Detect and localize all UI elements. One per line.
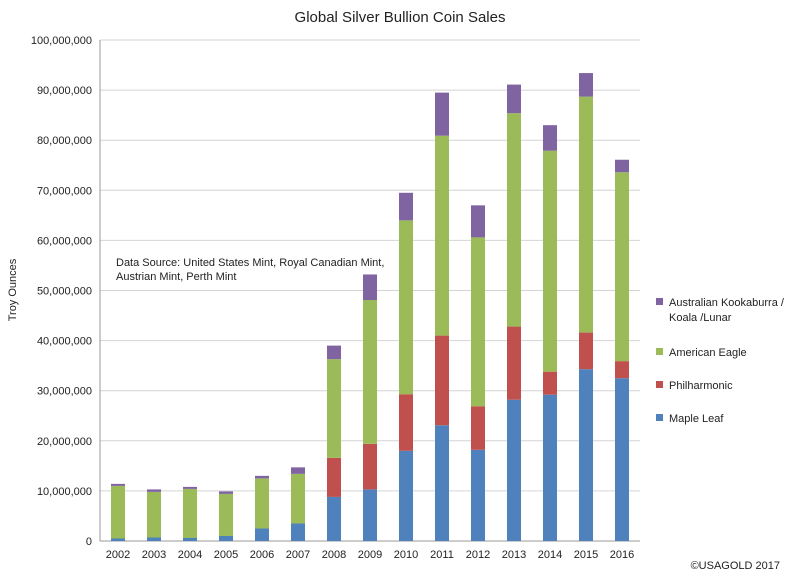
x-tick-label: 2003 [142, 549, 166, 561]
bar-australian-2016 [615, 159, 629, 173]
bar-australian-2009 [363, 274, 377, 301]
bar-australian-2007 [291, 467, 305, 474]
bar-american-2016 [615, 172, 629, 362]
bar-maple-2006 [255, 528, 269, 541]
bar-american-2002 [111, 485, 125, 539]
bar-australian-2004 [183, 486, 197, 489]
y-tick-label: 0 [86, 536, 92, 548]
copyright: ©USAGOLD 2017 [691, 560, 780, 572]
bar-maple-2008 [327, 496, 341, 541]
y-tick-label: 60,000,000 [37, 235, 92, 247]
bar-american-2007 [291, 473, 305, 524]
legend-label: Australian Kookaburra / [669, 297, 785, 309]
bar-american-2004 [183, 488, 197, 538]
x-tick-label: 2008 [322, 549, 346, 561]
bar-australian-2014 [543, 125, 557, 151]
bar-maple-2014 [543, 394, 557, 541]
x-tick-label: 2012 [466, 549, 490, 561]
bar-american-2009 [363, 300, 377, 444]
bar-philharmonic-2015 [579, 332, 593, 370]
legend-swatch-3 [656, 298, 663, 305]
bar-american-2010 [399, 220, 413, 395]
bar-american-2003 [147, 491, 161, 538]
bar-american-2005 [219, 493, 233, 536]
bar-australian-2010 [399, 192, 413, 221]
bar-australian-2015 [579, 73, 593, 97]
bar-philharmonic-2008 [327, 457, 341, 497]
x-tick-label: 2013 [502, 549, 526, 561]
bar-australian-2012 [471, 205, 485, 238]
bar-maple-2011 [435, 425, 449, 541]
y-axis-label: Troy Ounces [7, 258, 19, 321]
bar-american-2015 [579, 96, 593, 333]
bar-maple-2013 [507, 399, 521, 541]
bar-maple-2010 [399, 450, 413, 541]
bar-american-2011 [435, 135, 449, 336]
source-note-line-2: Austrian Mint, Perth Mint [116, 271, 236, 283]
x-tick-label: 2005 [214, 549, 238, 561]
bar-philharmonic-2012 [471, 406, 485, 450]
bar-american-2012 [471, 237, 485, 407]
x-tick-label: 2011 [430, 549, 454, 561]
bar-maple-2003 [147, 537, 161, 541]
bar-philharmonic-2010 [399, 394, 413, 451]
x-tick-label: 2009 [358, 549, 382, 561]
bar-american-2013 [507, 113, 521, 327]
source-note-line-1: Data Source: United States Mint, Royal C… [116, 257, 384, 269]
y-tick-label: 80,000,000 [37, 135, 92, 147]
bar-maple-2005 [219, 535, 233, 541]
bar-maple-2009 [363, 489, 377, 541]
bar-american-2014 [543, 150, 557, 372]
legend-swatch-1 [656, 381, 663, 388]
bar-philharmonic-2016 [615, 361, 629, 379]
bar-australian-2011 [435, 92, 449, 136]
y-tick-label: 40,000,000 [37, 336, 92, 348]
bar-maple-2004 [183, 537, 197, 541]
bar-australian-2008 [327, 345, 341, 360]
x-tick-label: 2014 [538, 549, 562, 561]
legend-swatch-0 [656, 414, 663, 421]
x-tick-label: 2016 [610, 549, 634, 561]
bar-philharmonic-2014 [543, 371, 557, 395]
bar-australian-2003 [147, 489, 161, 492]
x-tick-label: 2010 [394, 549, 418, 561]
bar-philharmonic-2011 [435, 335, 449, 426]
y-tick-label: 100,000,000 [31, 35, 92, 47]
x-tick-label: 2007 [286, 549, 310, 561]
legend-label: American Eagle [669, 347, 747, 359]
legend-swatch-2 [656, 348, 663, 355]
bar-australian-2005 [219, 491, 233, 494]
legend-label: Koala /Lunar [669, 312, 732, 324]
bar-american-2006 [255, 478, 269, 529]
y-tick-label: 50,000,000 [37, 286, 92, 298]
bar-australian-2002 [111, 483, 125, 486]
x-tick-label: 2006 [250, 549, 274, 561]
bar-philharmonic-2013 [507, 326, 521, 400]
bar-maple-2015 [579, 369, 593, 541]
y-tick-label: 30,000,000 [37, 386, 92, 398]
legend-label: Maple Leaf [669, 413, 724, 425]
bar-maple-2016 [615, 378, 629, 541]
y-tick-label: 20,000,000 [37, 436, 92, 448]
bar-philharmonic-2009 [363, 443, 377, 490]
x-tick-label: 2015 [574, 549, 598, 561]
y-tick-label: 90,000,000 [37, 85, 92, 97]
chart-title: Global Silver Bullion Coin Sales [295, 9, 506, 26]
x-tick-label: 2002 [106, 549, 130, 561]
bar-maple-2012 [471, 449, 485, 541]
bar-australian-2013 [507, 84, 521, 114]
bar-maple-2002 [111, 538, 125, 541]
y-tick-label: 10,000,000 [37, 486, 92, 498]
bar-american-2008 [327, 359, 341, 458]
x-tick-label: 2004 [178, 549, 202, 561]
bar-australian-2006 [255, 475, 269, 479]
bar-maple-2007 [291, 523, 305, 541]
legend-label: Philharmonic [669, 380, 733, 392]
y-tick-label: 70,000,000 [37, 185, 92, 197]
